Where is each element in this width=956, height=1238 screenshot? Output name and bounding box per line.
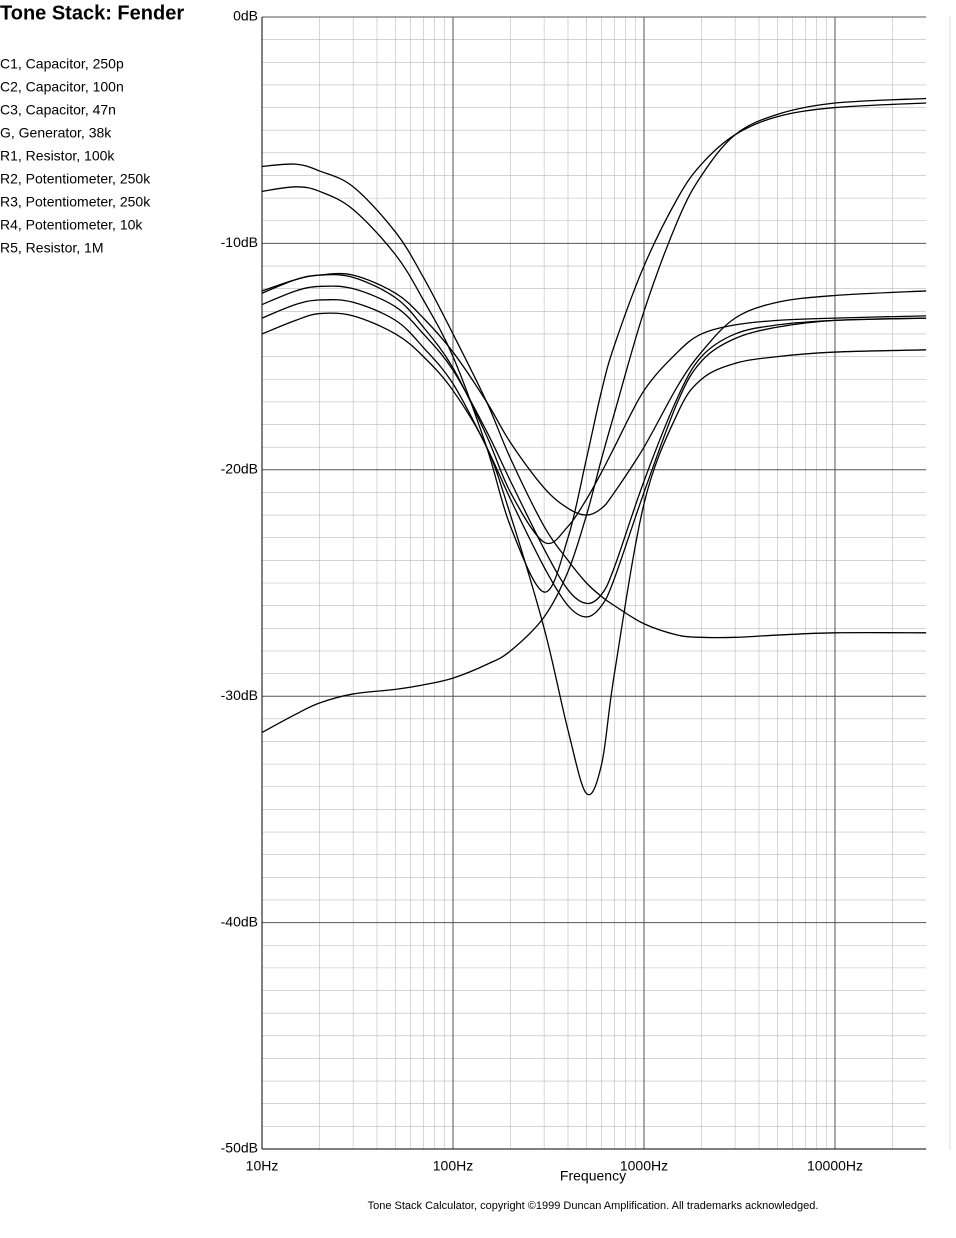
response-curve	[261, 163, 927, 639]
response-curve	[261, 274, 927, 545]
footer: Tone Stack Calculator, copyright ©1999 D…	[368, 1200, 819, 1212]
y-tick-label: -40dB	[221, 913, 258, 929]
response-curve	[261, 97, 927, 733]
component-label: R1, Resistor, 100k	[0, 148, 115, 164]
component-label: C1, Capacitor, 250p	[0, 56, 124, 72]
component-label: R3, Potentiometer, 250k	[0, 194, 151, 210]
response-curve	[261, 299, 927, 618]
component-label: R4, Potentiometer, 10k	[0, 217, 143, 233]
response-curve	[261, 285, 927, 605]
x-tick-label: 10000Hz	[807, 1158, 863, 1174]
chart-title: Tone Stack: Fender	[0, 2, 184, 24]
response-curve	[261, 102, 927, 593]
x-tick-label: 10Hz	[246, 1158, 279, 1174]
response-curve	[261, 312, 927, 796]
x-axis-label: Frequency	[560, 1168, 626, 1184]
y-tick-label: -30dB	[221, 687, 258, 703]
component-label: C2, Capacitor, 100n	[0, 79, 124, 95]
y-tick-label: 0dB	[233, 8, 258, 24]
y-tick-label: -20dB	[221, 461, 258, 477]
x-tick-label: 1000Hz	[620, 1158, 668, 1174]
component-label: C3, Capacitor, 47n	[0, 102, 116, 118]
y-tick-label: -10dB	[221, 234, 258, 250]
y-tick-label: -50dB	[221, 1140, 258, 1156]
response-curve	[261, 272, 927, 516]
x-tick-label: 100Hz	[433, 1158, 473, 1174]
component-label: R5, Resistor, 1M	[0, 240, 103, 256]
component-label: R2, Potentiometer, 250k	[0, 171, 151, 187]
component-label: G, Generator, 38k	[0, 125, 112, 141]
